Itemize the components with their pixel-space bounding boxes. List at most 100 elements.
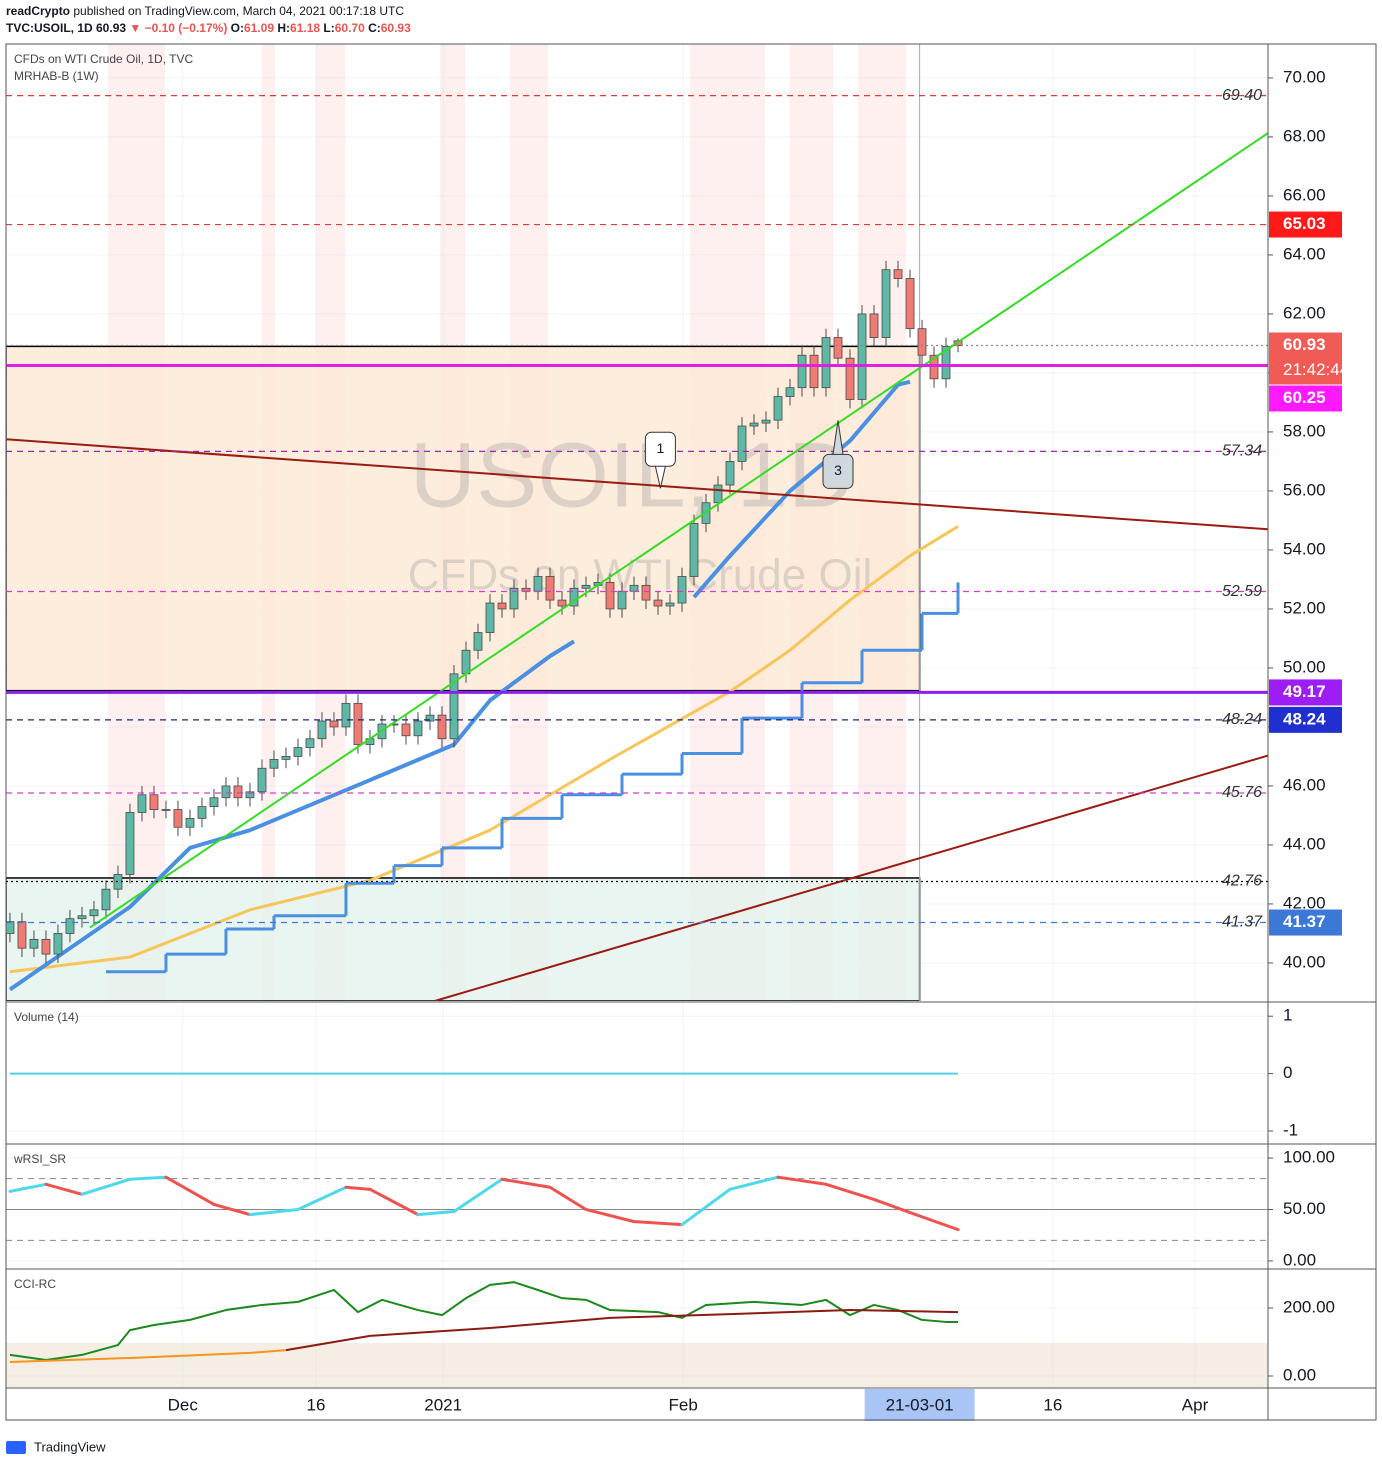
- header-part: readCrypto: [6, 4, 70, 18]
- candle-body: [581, 584, 591, 589]
- line-segment: [500, 1177, 552, 1189]
- countdown: 21:42:44: [1283, 360, 1349, 379]
- line-segment: [872, 1197, 912, 1215]
- panel-overlay: 0.00 200.00 CCI-RC: [6, 1277, 1376, 1389]
- price-badge-label: 60.25: [1283, 388, 1326, 407]
- candle-body: [905, 278, 915, 330]
- candle-body: [941, 345, 951, 380]
- candle-body: [449, 673, 459, 740]
- panels: USOIL, 1D CFDs on WTI Crude Oil 69.40 57.34…: [5, 43, 1377, 1421]
- level-label: 69.40: [1222, 87, 1262, 104]
- candle-body: [713, 484, 723, 504]
- zone: [6, 877, 921, 1001]
- series-line: [9, 1281, 959, 1362]
- y-tick-label: 68.00: [1283, 126, 1326, 145]
- candle-body: [137, 794, 147, 813]
- candle-body: [53, 933, 63, 955]
- y-tick-label: 56.00: [1283, 480, 1326, 499]
- candle-body: [569, 587, 579, 607]
- level-label: 52.59: [1222, 583, 1262, 600]
- x-tick-label: Feb: [669, 1395, 698, 1414]
- line-segment: [248, 1207, 300, 1217]
- price-badge: [1269, 211, 1342, 238]
- frame: [5, 43, 1377, 1421]
- line-segment: [44, 1182, 84, 1196]
- y-tick-label: 40.00: [1283, 952, 1326, 971]
- price-badge-label: 49.17: [1283, 682, 1326, 701]
- series-line: [9, 1349, 287, 1364]
- candle-body: [677, 576, 687, 604]
- candle-body: [497, 602, 507, 610]
- candle-body: [17, 921, 27, 949]
- cursor-badge: [864, 1389, 975, 1421]
- panel: [6, 1270, 1268, 1387]
- candle-body: [125, 812, 135, 875]
- level-label: 48.24: [1222, 711, 1262, 728]
- price-badge-label: 41.37: [1283, 912, 1326, 931]
- series-line: [285, 1309, 959, 1352]
- candle-body: [197, 806, 207, 819]
- candle-body: [689, 522, 699, 577]
- candle-body: [233, 785, 243, 799]
- price-badge-label: 60.93: [1283, 335, 1326, 354]
- line-segment: [584, 1207, 636, 1224]
- line-segment: [128, 1175, 168, 1181]
- candle-body: [785, 387, 795, 397]
- y-tick-label: 200.00: [1283, 1297, 1335, 1316]
- candle-body: [77, 915, 87, 920]
- x-tick-label: 16: [307, 1395, 326, 1414]
- y-tick-label: 64.00: [1283, 244, 1326, 263]
- panel-title: CCI-RC: [14, 1277, 56, 1291]
- y-tick-label: 0: [1283, 1063, 1292, 1082]
- header-part: 61.18: [290, 21, 320, 35]
- candle-body: [797, 354, 807, 389]
- panel: USOIL, 1D CFDs on WTI Crude Oil 69.40 57.34…: [6, 44, 1268, 1001]
- header-part: ▼ −0.10 (−0.17%): [129, 21, 227, 35]
- panel: [6, 1003, 1268, 1143]
- price-badge: [1269, 385, 1342, 412]
- candle-body: [413, 720, 423, 737]
- watermark-sub: CFDs on WTI Crude Oil: [408, 551, 873, 600]
- line-segment: [80, 1177, 132, 1196]
- x-tick-label: Apr: [1182, 1395, 1209, 1414]
- candle-body: [773, 396, 783, 421]
- candle-body: [41, 938, 51, 955]
- candle-body: [869, 313, 879, 338]
- candle-body: [881, 269, 891, 338]
- indicator-name: MRHAB-B (1W): [14, 69, 99, 83]
- callout-label: 3: [834, 462, 842, 478]
- series-line: [9, 525, 959, 974]
- panel-overlay: 1 0 -1 Volume (14): [6, 1006, 1376, 1145]
- header-part: H:: [274, 21, 290, 35]
- candle-body: [257, 767, 267, 793]
- candle-body: [605, 581, 615, 610]
- line-segment: [212, 1202, 252, 1217]
- candle-body: [149, 794, 159, 810]
- level-label: 45.76: [1222, 784, 1262, 801]
- panel-overlay: 40.0042.0044.0046.0048.0050.0052.0054.00…: [6, 67, 1376, 1003]
- y-tick-label: -1: [1283, 1120, 1298, 1139]
- y-tick-label: 100.00: [1283, 1148, 1335, 1167]
- line-segment: [452, 1177, 504, 1214]
- y-tick-label: 54.00: [1283, 539, 1326, 558]
- candle-body: [29, 938, 39, 949]
- line-segment: [824, 1182, 876, 1201]
- candle-body: [269, 758, 279, 769]
- candle-body: [293, 747, 303, 757]
- x-tick-label: 16: [1043, 1395, 1062, 1414]
- candle-body: [509, 587, 519, 610]
- header-part: 60.93: [381, 21, 411, 35]
- candle-body: [245, 791, 255, 799]
- callout-pointer: [654, 466, 666, 489]
- candle-body: [305, 738, 315, 748]
- candle-body: [857, 313, 867, 400]
- x-tick-label: Dec: [168, 1395, 199, 1414]
- candle-body: [341, 702, 351, 728]
- candle-body: [65, 918, 75, 934]
- level-label: 57.34: [1222, 443, 1262, 460]
- candle-body: [425, 714, 435, 722]
- candle-body: [665, 602, 675, 607]
- header-part: 61.09: [244, 21, 274, 35]
- candle-body: [209, 797, 219, 807]
